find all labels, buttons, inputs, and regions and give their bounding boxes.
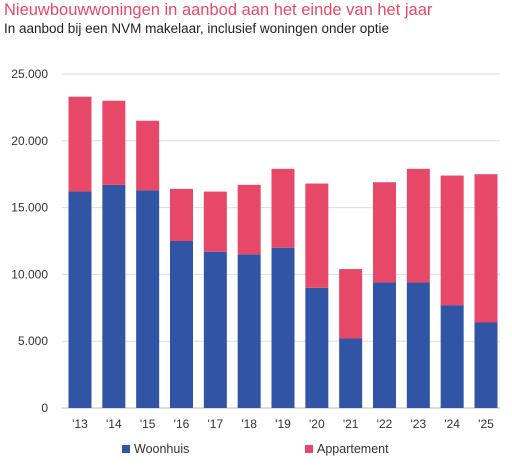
- bar-woonhuis: [136, 190, 160, 408]
- bar-appartement: [271, 168, 295, 248]
- bar-woonhuis: [406, 282, 430, 408]
- y-tick-label: 15.000: [11, 201, 48, 215]
- x-tick-label: '25: [478, 417, 494, 431]
- x-tick-label: '19: [275, 417, 291, 431]
- y-tick-label: 0: [41, 401, 48, 415]
- bar-woonhuis: [68, 191, 92, 408]
- stacked-bar-chart: 0 5.000 10.000 15.000 20.000 25.000 '13 '14 '15 '…: [11, 67, 500, 431]
- bar-appartement: [203, 191, 227, 252]
- y-tick-label: 10.000: [11, 267, 48, 281]
- bar-appartement: [406, 168, 430, 283]
- bar-appartement: [339, 269, 363, 339]
- bar-woonhuis: [271, 247, 295, 408]
- legend-item-appartement: Appartement: [305, 442, 389, 456]
- bar-woonhuis: [170, 241, 193, 408]
- bar-woonhuis: [237, 254, 261, 408]
- bar-appartement: [102, 100, 126, 185]
- bar-woonhuis: [339, 338, 363, 408]
- x-tick-label: '14: [106, 417, 122, 431]
- legend-item-woonhuis: Woonhuis: [122, 442, 189, 456]
- x-tick-label: '13: [72, 417, 88, 431]
- bar-appartement: [170, 188, 193, 241]
- x-tick-label: '24: [444, 417, 460, 431]
- bar-woonhuis: [305, 287, 329, 408]
- chart-legend: Woonhuis Appartement: [0, 442, 512, 460]
- bar-woonhuis: [102, 184, 126, 408]
- legend-swatch-appartement: [305, 445, 313, 453]
- x-tick-label: '23: [411, 417, 427, 431]
- y-tick-label: 20.000: [11, 134, 48, 148]
- x-tick-label: '18: [241, 417, 257, 431]
- bar-woonhuis: [203, 251, 227, 408]
- x-tick-label: '20: [309, 417, 325, 431]
- bar-woonhuis: [440, 305, 464, 408]
- legend-swatch-woonhuis: [122, 445, 130, 453]
- bar-appartement: [474, 174, 498, 323]
- bar-appartement: [237, 184, 261, 255]
- bar-appartement: [440, 175, 464, 306]
- y-tick-label: 25.000: [11, 67, 48, 81]
- x-tick-label: '15: [140, 417, 156, 431]
- bar-appartement: [68, 96, 92, 192]
- x-tick-label: '17: [208, 417, 224, 431]
- bar-appartement: [305, 183, 329, 288]
- x-tick-label: '16: [174, 417, 190, 431]
- x-tick-label: '22: [377, 417, 393, 431]
- bar-appartement: [373, 182, 396, 283]
- chart-subtitle: In aanbod bij een NVM makelaar, inclusie…: [4, 21, 389, 36]
- bar-woonhuis: [474, 322, 498, 408]
- legend-label-appartement: Appartement: [317, 442, 389, 456]
- bar-appartement: [136, 120, 160, 191]
- bar-woonhuis: [373, 282, 396, 408]
- chart-title: Nieuwbouwwoningen in aanbod aan het eind…: [4, 1, 433, 19]
- legend-label-woonhuis: Woonhuis: [134, 442, 190, 456]
- x-tick-label: '21: [343, 417, 359, 431]
- y-tick-label: 5.000: [18, 334, 48, 348]
